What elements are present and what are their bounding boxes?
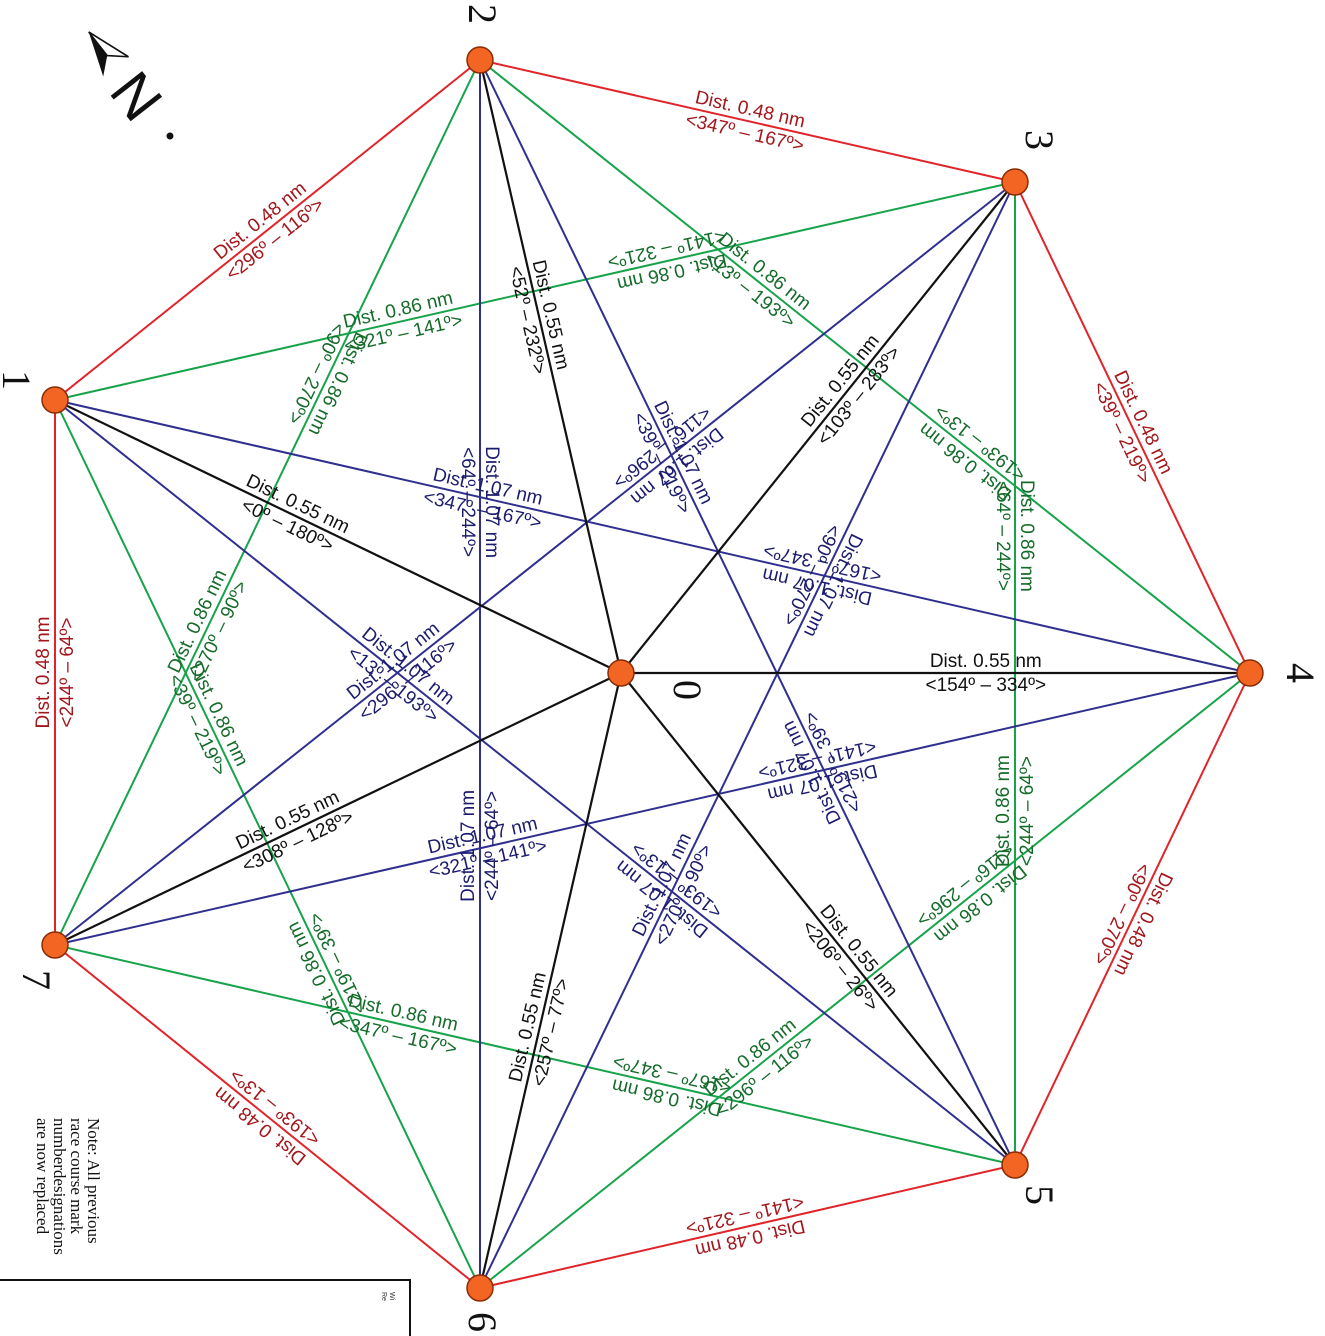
edge-bearing: <244º – 64º> — [482, 791, 503, 901]
mark-3-number: 3 — [1017, 130, 1062, 150]
note-line-1: Note: All previous — [84, 1118, 103, 1244]
edge-label-3-5: Dist. 0.86 nm<64º – 244º> — [992, 480, 1037, 592]
course-line-0-5 — [620, 672, 1016, 1166]
mark-6-buoy — [466, 1274, 494, 1302]
course-line-6-7 — [54, 944, 481, 1289]
mark-4-buoy — [1236, 659, 1264, 687]
edge-label-6-2: Dist. 1.07 nm <244º – 64º> — [458, 790, 503, 902]
course-note: Note: All previous race course mark numb… — [33, 1118, 103, 1255]
course-line-0-7 — [54, 672, 622, 946]
course-line-4-7 — [54, 672, 1251, 946]
edge-distance: Dist. 0.48 nm — [33, 617, 54, 729]
course-line-4-5 — [1014, 672, 1251, 1166]
mark-6-number: 6 — [460, 1312, 505, 1332]
edge-distance: Dist. 0.86 nm — [993, 755, 1014, 867]
edge-bearing: <244º – 64º> — [57, 617, 78, 727]
edge-label-7-1: Dist. 0.48 nm <244º – 64º> — [33, 617, 78, 729]
course-line-1-5 — [54, 399, 1016, 1166]
edge-label-0-4: Dist. 0.55 nm <154º – 334º> — [925, 651, 1046, 696]
note-line-4: are now replaced — [33, 1118, 52, 1235]
edge-distance: Dist. 0.86 nm — [1016, 480, 1037, 592]
course-line-2-4 — [479, 59, 1251, 674]
course-line-0-3 — [620, 181, 1016, 674]
mark-4-number: 4 — [1278, 663, 1323, 683]
edge-bearing: <64º – 244º> — [457, 447, 478, 557]
course-line-0-6 — [478, 672, 623, 1289]
edge-label-2-6: Dist. 1.07 nm<64º – 244º> — [457, 446, 502, 558]
edge-bearing: <64º – 244º> — [992, 481, 1013, 591]
corner-box-line-2: Re — [380, 1292, 387, 1301]
mark-2-buoy — [466, 46, 494, 74]
mark-5-number: 5 — [1017, 1185, 1062, 1205]
mark-1-buoy — [41, 386, 69, 414]
edge-distance: Dist. 1.07 nm — [458, 790, 479, 902]
course-lines — [54, 59, 1251, 1289]
north-letter: N — [98, 60, 175, 133]
course-line-3-4 — [1014, 181, 1251, 674]
mark-2-number: 2 — [460, 4, 505, 24]
mark-0-buoy — [607, 659, 635, 687]
corner-box-line-1: Wi — [388, 1292, 395, 1301]
course-line-5-7 — [54, 944, 1016, 1166]
mark-3-buoy — [1001, 168, 1029, 196]
edge-bearing: <154º – 334º> — [925, 675, 1046, 696]
course-line-3-6 — [479, 181, 1016, 1289]
mark-1-number: 1 — [0, 370, 39, 390]
mark-7-number: 7 — [14, 970, 59, 990]
course-line-2-3 — [479, 59, 1016, 183]
mark-0-number: 0 — [665, 680, 710, 700]
north-arrow-icon: N — [88, 31, 175, 140]
course-line-1-2 — [54, 59, 481, 401]
note-line-3: numberdesignations — [50, 1118, 69, 1255]
mark-7-buoy — [41, 931, 69, 959]
corner-info-box: Wi Re — [0, 1279, 411, 1336]
course-line-0-2 — [478, 59, 623, 674]
course-line-0-1 — [54, 399, 622, 674]
edge-label-5-3: Dist. 0.86 nm <244º – 64º> — [993, 755, 1038, 867]
course-line-1-3 — [54, 181, 1016, 401]
course-line-1-4 — [54, 399, 1251, 674]
course-line-4-6 — [479, 672, 1251, 1289]
edge-bearing: <244º – 64º> — [1017, 756, 1038, 866]
edge-distance: Dist. 0.55 nm — [930, 651, 1042, 672]
note-line-2: race course mark — [67, 1118, 86, 1235]
mark-5-buoy — [1001, 1151, 1029, 1179]
course-marks: 0 1 2 3 4 5 6 7 — [0, 4, 1323, 1332]
course-line-5-6 — [479, 1164, 1016, 1289]
edge-distance: Dist. 1.07 nm — [481, 446, 502, 558]
course-line-2-5 — [479, 59, 1016, 1166]
course-line-3-7 — [54, 181, 1016, 946]
